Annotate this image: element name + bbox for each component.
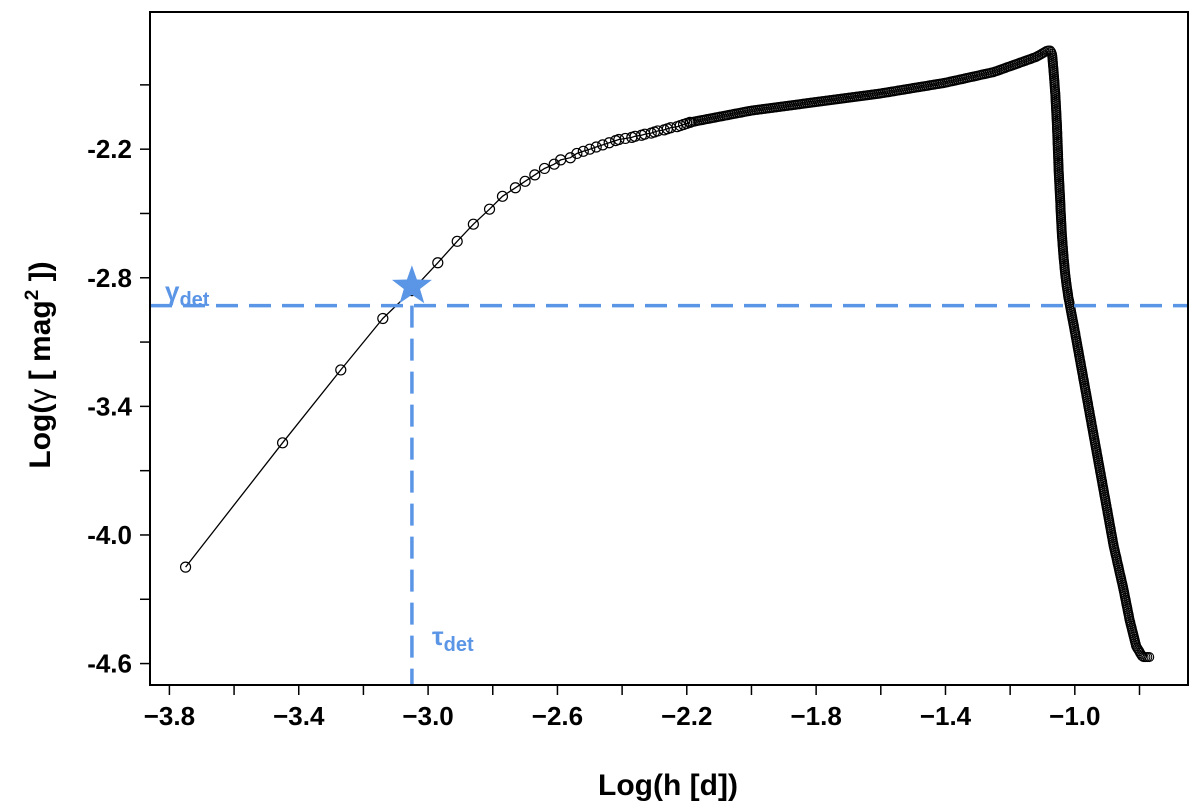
y-tick-label: -3.4 [87,391,132,421]
x-tick-label: −3.4 [273,701,325,731]
x-tick-label: −1.4 [920,701,972,731]
data-point [179,561,192,573]
data-point [584,143,596,155]
minor-ticks [140,84,1141,695]
data-point [597,139,609,151]
y-tick-label: -2.2 [87,134,132,164]
y-axis-title-prefix: Log( [24,404,57,469]
data-point [603,137,615,149]
data-point [577,145,589,157]
tick-labels: −3.8 −3.4 −3.0 −2.6 −2.2 −1.8 −1.4 −1.0 -4.6 -4.0… [87,134,1100,731]
data-point [1144,652,1155,663]
data-point [590,141,602,153]
data-series [179,45,1155,663]
data-point [276,437,289,449]
data-point [496,190,509,202]
data-point [377,312,389,325]
y-axis-title-unit: [ mag [24,300,57,388]
data-point [529,169,541,181]
data-point [467,218,479,230]
tau-det-subscript: det [444,634,474,656]
y-axis-title-exponent: 2 [22,290,43,301]
data-point [335,364,347,376]
major-ticks [140,148,1076,695]
data-point [483,203,496,215]
dense-points [684,45,1155,663]
gamma-det-subscript: det [179,289,209,311]
data-point [509,182,522,194]
x-tick-label: −1.8 [790,701,841,731]
detection-star [392,265,432,304]
y-tick-label: -4.0 [87,520,132,550]
x-tick-label: −2.2 [661,701,712,731]
x-tick-label: −1.0 [1049,701,1100,731]
y-axis-title-suffix: ]) [24,261,57,289]
y-axis-title: Log(γ [ mag2 ]) [22,261,57,468]
reference-lines [150,265,1188,685]
data-point [613,133,625,146]
x-tick-label: −3.8 [144,701,195,731]
data-point [571,147,583,160]
data-point [519,175,531,187]
tau-det-label: τdet [432,621,474,656]
data-point [432,257,444,269]
x-tick-label: −2.6 [532,701,583,731]
sparse-points [179,116,696,573]
x-tick-label: −3.0 [402,701,453,731]
x-axis-title: Log(h [d]) [598,769,738,802]
series-line [185,121,691,568]
y-axis-title-gamma: γ [24,389,57,404]
tau-det-symbol: τ [432,621,444,651]
gamma-det-symbol: γ [165,276,180,306]
gamma-det-label: γdet [165,276,210,311]
y-tick-label: -2.8 [87,263,132,293]
data-point [538,162,551,175]
data-point [451,235,463,247]
plot-frame [149,11,1189,686]
y-tick-label: -4.6 [87,649,132,679]
